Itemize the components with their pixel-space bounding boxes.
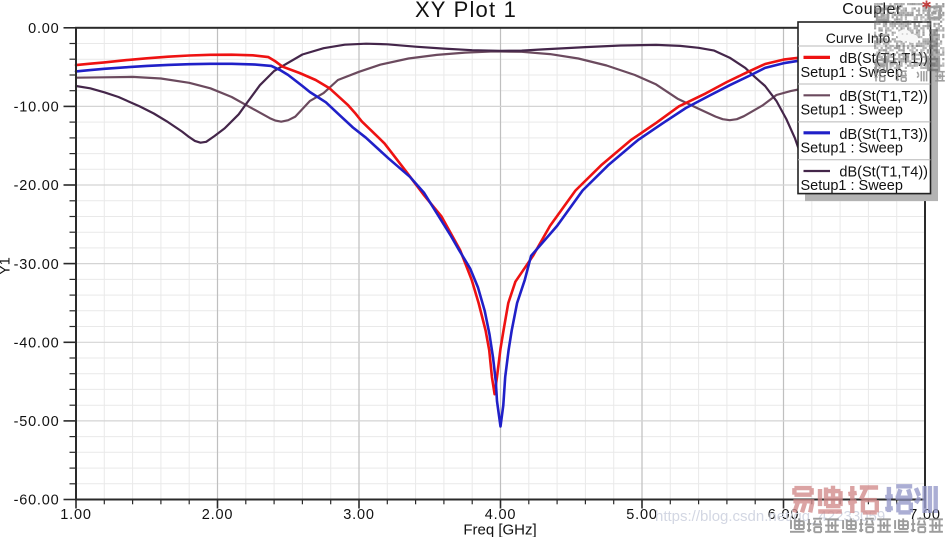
svg-text:3.00: 3.00: [343, 507, 374, 523]
svg-text:Setup1 : Sweep: Setup1 : Sweep: [801, 103, 903, 119]
svg-text:5.00: 5.00: [626, 507, 657, 523]
svg-text:Curve Info: Curve Info: [826, 30, 891, 46]
svg-text:dB(St(T1,T2)): dB(St(T1,T2)): [839, 89, 928, 105]
svg-text:-50.00: -50.00: [14, 414, 60, 430]
svg-text:2.00: 2.00: [202, 507, 233, 523]
svg-text:Setup1 : Sweep: Setup1 : Sweep: [801, 140, 903, 156]
svg-text:Setup1 : Sweep: Setup1 : Sweep: [801, 178, 903, 194]
svg-text:-30.00: -30.00: [14, 257, 60, 273]
svg-text:-60.00: -60.00: [14, 493, 60, 509]
svg-text:dB(St(T1,T4)): dB(St(T1,T4)): [839, 165, 928, 181]
svg-text:Y1: Y1: [0, 257, 14, 275]
svg-text:XY Plot 1: XY Plot 1: [415, 0, 517, 22]
svg-text:6.00: 6.00: [768, 507, 799, 523]
svg-text:-10.00: -10.00: [14, 100, 60, 116]
svg-text:0.00: 0.00: [28, 21, 59, 37]
svg-text:4.00: 4.00: [485, 507, 516, 523]
svg-text:-40.00: -40.00: [14, 336, 60, 352]
svg-text:1.00: 1.00: [60, 507, 91, 523]
svg-text:Freq [GHz]: Freq [GHz]: [463, 522, 536, 537]
svg-text:-20.00: -20.00: [14, 178, 60, 194]
svg-text:dB(St(T1,T3)): dB(St(T1,T3)): [839, 127, 928, 143]
